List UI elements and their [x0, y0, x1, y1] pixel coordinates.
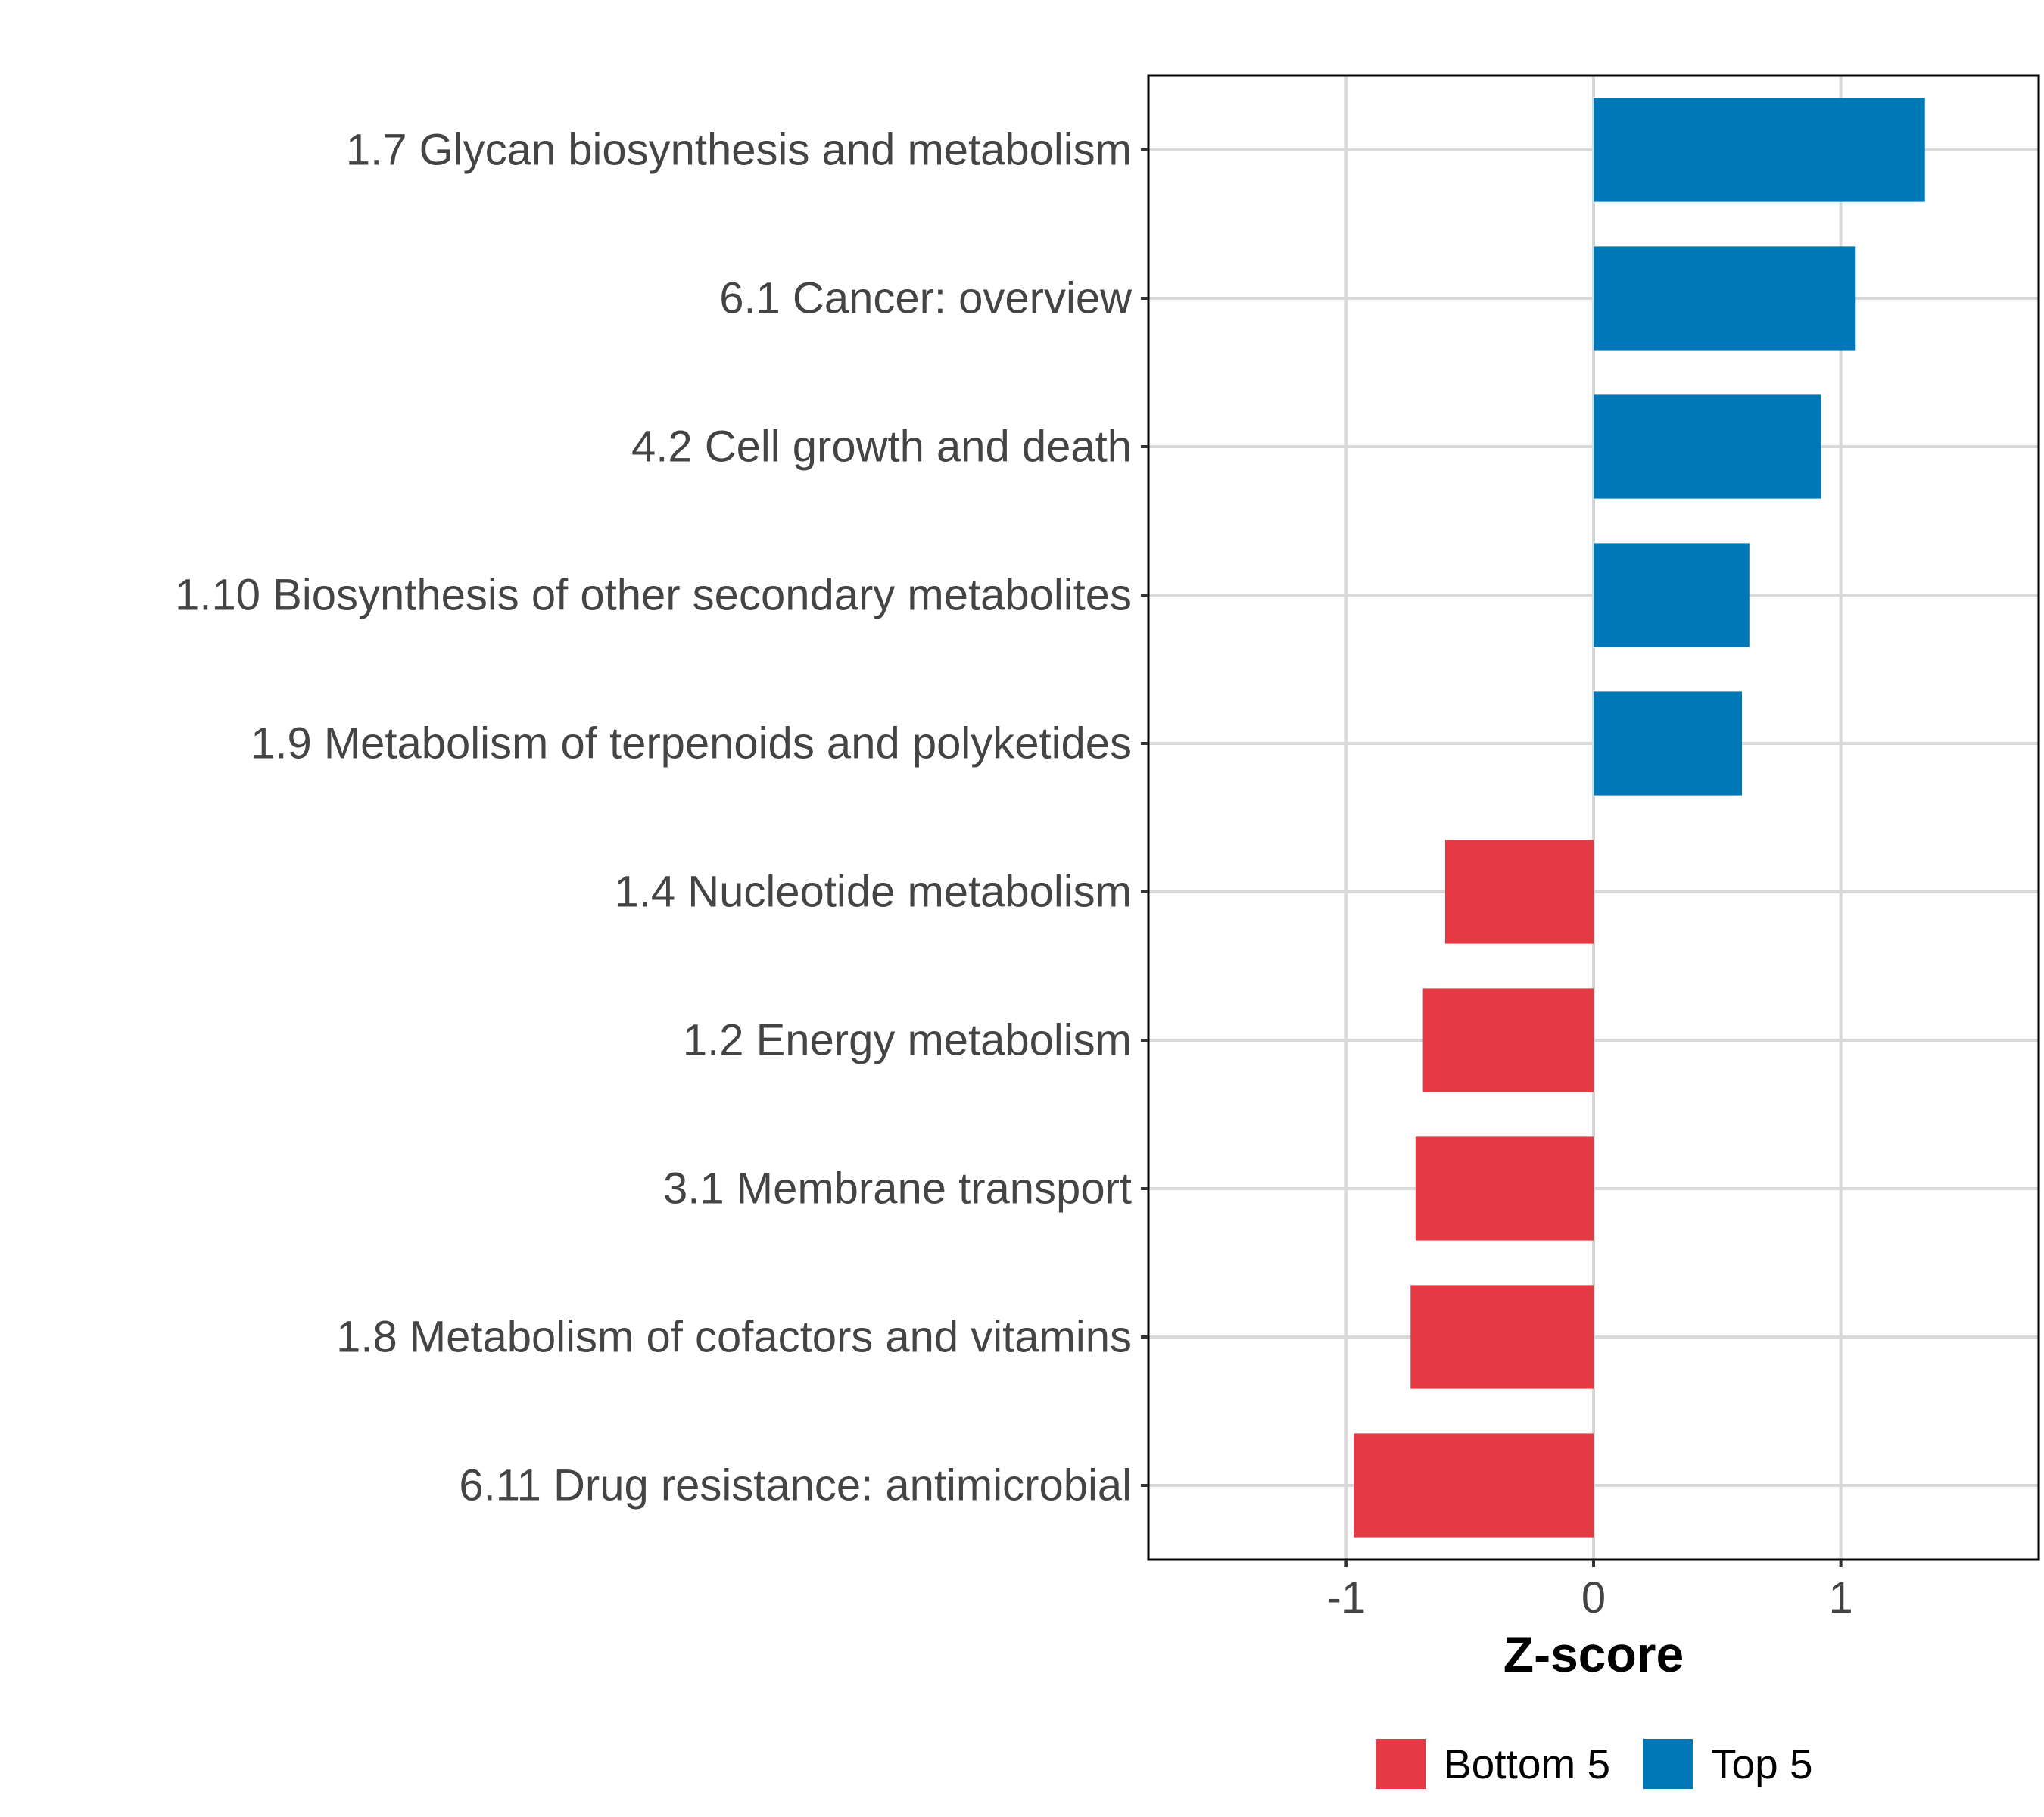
- bar: [1594, 691, 1742, 796]
- y-tick-label: 1.8 Metabolism of cofactors and vitamins: [336, 1313, 1132, 1362]
- bar: [1415, 1136, 1594, 1241]
- x-tick-label: -1: [1327, 1573, 1366, 1622]
- y-tick-label: 3.1 Membrane transport: [663, 1164, 1132, 1214]
- bar: [1422, 988, 1594, 1092]
- bar: [1594, 98, 1925, 202]
- y-tick-label: 1.4 Nucleotide metabolism: [615, 868, 1132, 917]
- x-axis-ticks: -1 0 1: [1327, 1560, 1853, 1622]
- legend-label: Bottom 5: [1444, 1741, 1610, 1787]
- legend-label: Top 5: [1711, 1741, 1813, 1787]
- bar: [1594, 543, 1750, 647]
- y-tick-label: 1.2 Energy metabolism: [683, 1016, 1132, 1065]
- y-tick-label: 6.11 Drug resistance: antimicrobial: [459, 1461, 1132, 1510]
- bar: [1445, 840, 1594, 944]
- y-tick-label: 6.1 Cancer: overview: [719, 274, 1133, 323]
- y-tick-label: 4.2 Cell growth and death: [631, 422, 1132, 472]
- x-axis-title: Z-score: [1503, 1626, 1684, 1682]
- x-tick-label: 0: [1581, 1573, 1606, 1622]
- y-tick-label: 1.9 Metabolism of terpenoids and polyket…: [251, 719, 1132, 768]
- x-tick-label: 1: [1829, 1573, 1853, 1622]
- bar: [1594, 394, 1821, 499]
- bars: [1354, 98, 1925, 1538]
- y-axis-ticks: 1.7 Glycan biosynthesis and metabolism 6.…: [175, 126, 1148, 1510]
- y-tick-label: 1.10 Biosynthesis of other secondary met…: [175, 571, 1132, 620]
- bar: [1410, 1285, 1594, 1389]
- legend-swatch: [1643, 1739, 1693, 1789]
- y-tick-label: 1.7 Glycan biosynthesis and metabolism: [346, 126, 1132, 175]
- legend-swatch: [1376, 1739, 1426, 1789]
- bar: [1354, 1433, 1594, 1538]
- legend: Bottom 5 Top 5: [1376, 1739, 1813, 1789]
- bar: [1594, 246, 1856, 351]
